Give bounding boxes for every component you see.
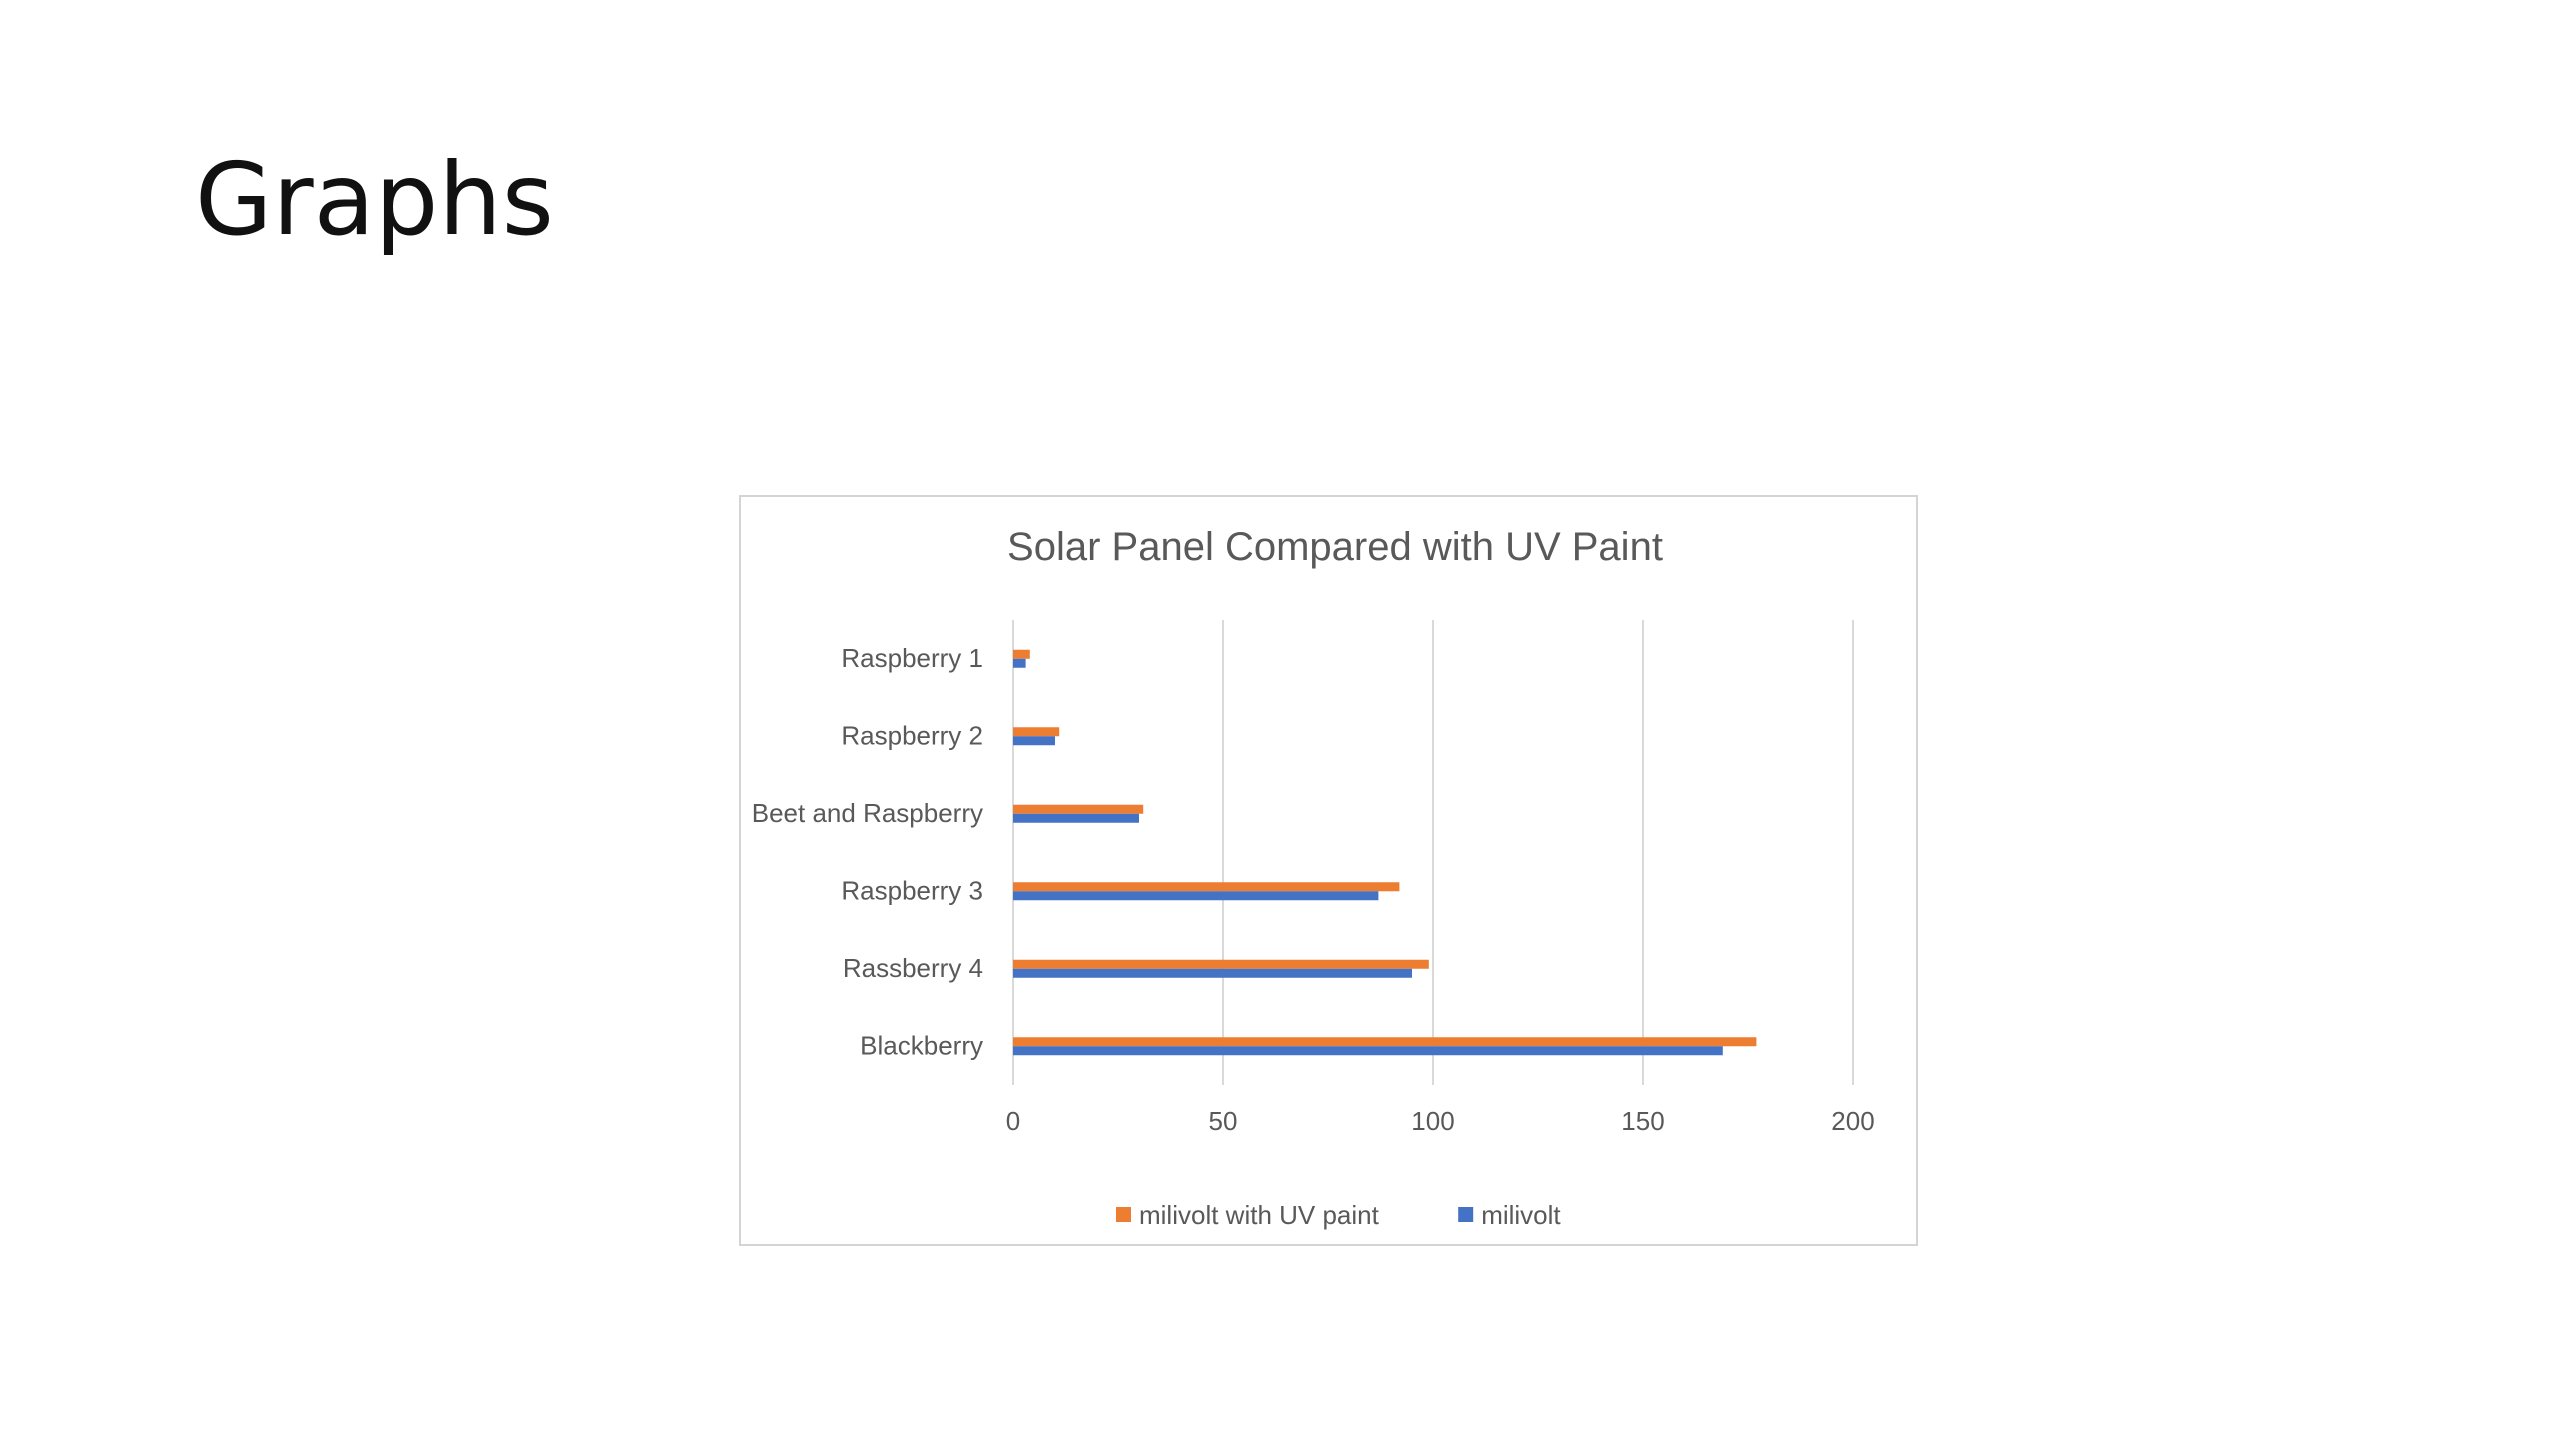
bar bbox=[1013, 804, 1144, 814]
x-tick-label: 100 bbox=[1411, 1106, 1454, 1136]
legend-label: milivolt bbox=[1481, 1200, 1561, 1230]
x-tick-label: 50 bbox=[1209, 1106, 1238, 1136]
bar bbox=[1013, 891, 1379, 901]
chart-frame: Solar Panel Compared with UV Paint Raspb… bbox=[739, 495, 1918, 1246]
bar bbox=[1013, 727, 1060, 737]
slide-title: Graphs bbox=[195, 141, 554, 258]
bars bbox=[1013, 649, 1757, 1056]
x-tick-label: 200 bbox=[1831, 1106, 1874, 1136]
legend-label: milivolt with UV paint bbox=[1139, 1200, 1380, 1230]
category-label: Beet and Raspberry bbox=[752, 798, 983, 828]
x-tick-labels: 0 50 100 150 200 bbox=[1006, 1106, 1875, 1136]
bar bbox=[1013, 968, 1412, 978]
bar bbox=[1013, 813, 1139, 823]
bar bbox=[1013, 1037, 1757, 1047]
legend-swatch bbox=[1458, 1207, 1474, 1222]
category-label: Rassberry 4 bbox=[843, 953, 983, 983]
bar-chart: Solar Panel Compared with UV Paint Raspb… bbox=[752, 525, 1875, 1230]
category-label: Raspberry 3 bbox=[841, 875, 983, 905]
bar bbox=[1013, 658, 1026, 668]
gridlines bbox=[1012, 620, 1854, 1085]
category-label: Blackberry bbox=[860, 1030, 983, 1060]
category-label: Raspberry 1 bbox=[841, 643, 983, 673]
x-tick-label: 150 bbox=[1621, 1106, 1664, 1136]
legend-swatch bbox=[1116, 1207, 1131, 1222]
bar bbox=[1013, 649, 1030, 659]
category-labels: Raspberry 1 Raspberry 2 Beet and Raspberry… bbox=[752, 643, 983, 1061]
bar bbox=[1013, 1046, 1723, 1056]
bar bbox=[1013, 882, 1400, 892]
x-tick-label: 0 bbox=[1006, 1106, 1020, 1136]
bar bbox=[1013, 736, 1055, 746]
bar bbox=[1013, 959, 1429, 969]
legend: milivolt with UV paint milivolt bbox=[1116, 1200, 1561, 1230]
chart-title: Solar Panel Compared with UV Paint bbox=[1007, 525, 1663, 569]
category-label: Raspberry 2 bbox=[841, 720, 983, 750]
